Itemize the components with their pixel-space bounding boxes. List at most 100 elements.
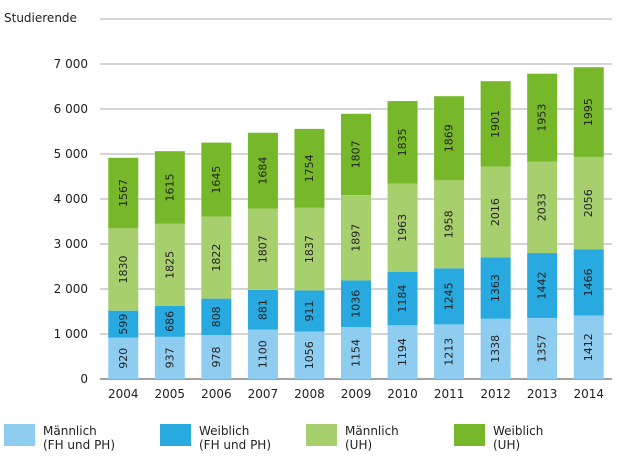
y-tick-label: 5 000	[54, 147, 88, 161]
bar-segment	[154, 223, 185, 306]
bar-segment	[108, 157, 139, 229]
bar-segment	[527, 161, 558, 254]
y-axis-title: Studierende	[4, 11, 77, 25]
x-tick-label: 2007	[248, 387, 279, 401]
legend-label: Weiblich	[493, 424, 544, 438]
bar-segment	[387, 101, 418, 184]
y-tick-label: 4 000	[54, 192, 88, 206]
data-label: 1825	[163, 251, 176, 279]
data-label: 1754	[303, 154, 316, 182]
data-label: 1963	[396, 214, 409, 242]
bar-segment	[480, 81, 511, 167]
bar-segment	[294, 290, 325, 332]
legend-swatch	[306, 424, 337, 446]
data-label: 1901	[489, 110, 502, 138]
bar-segment	[387, 325, 418, 379]
bar-segment	[154, 151, 185, 224]
x-tick-label: 2010	[387, 387, 418, 401]
bar-segment	[480, 166, 511, 258]
data-label: 1363	[489, 274, 502, 302]
data-label: 1338	[489, 335, 502, 363]
data-label: 937	[163, 347, 176, 368]
bar-segment	[527, 253, 558, 318]
y-tick-label: 2 000	[54, 282, 88, 296]
bar-segment	[247, 132, 278, 209]
legend-sublabel: (UH)	[493, 438, 521, 452]
bar-segment	[480, 318, 511, 379]
y-tick-label: 3 000	[54, 237, 88, 251]
bar-segment	[201, 142, 232, 217]
data-label: 1869	[443, 124, 456, 152]
legend-sublabel: (FH und PH)	[43, 438, 116, 452]
legend-sublabel: (FH und PH)	[199, 438, 272, 452]
bar-segment	[527, 73, 558, 162]
data-label: 1995	[582, 98, 595, 126]
x-tick-label: 2013	[527, 387, 558, 401]
bar-segment	[341, 280, 371, 328]
bar-segment	[341, 327, 371, 379]
data-label: 1056	[303, 341, 316, 369]
data-label: 1897	[350, 224, 363, 252]
data-label: 1645	[210, 166, 223, 194]
data-label: 1412	[582, 333, 595, 361]
bar-segment	[527, 317, 558, 379]
bar-segment	[247, 329, 278, 379]
data-label: 2056	[582, 189, 595, 217]
y-axis-ticks: 0 1 000 2 000 3 000 4 000 5 000 6 000 7 000	[54, 57, 88, 386]
x-tick-label: 2012	[480, 387, 511, 401]
bar-segment	[434, 268, 465, 325]
bar-segment	[573, 67, 604, 157]
bars	[108, 67, 604, 379]
bar-segment	[341, 195, 371, 281]
bar-segment	[201, 216, 232, 299]
data-label: 1213	[443, 338, 456, 366]
data-label: 2016	[489, 198, 502, 226]
legend-item-maennlich-uh: Männlich (UH)	[306, 424, 399, 452]
x-tick-label: 2006	[201, 387, 232, 401]
data-label: 808	[210, 306, 223, 327]
legend-label: Weiblich	[199, 424, 250, 438]
bar-segment	[108, 310, 139, 338]
bar-segment	[434, 96, 465, 181]
data-label: 1154	[350, 339, 363, 367]
bar-segment	[247, 208, 278, 290]
data-label: 1953	[536, 104, 549, 132]
data-label: 1036	[350, 290, 363, 318]
data-label: 1100	[256, 340, 269, 368]
x-tick-label: 2005	[155, 387, 186, 401]
bar-segment	[108, 337, 139, 379]
data-label: 1807	[350, 140, 363, 168]
legend-swatch	[454, 424, 485, 446]
data-label: 1194	[396, 338, 409, 366]
bar-segment	[434, 324, 465, 379]
data-labels: 920 599 1830 1567 937 686 1825 1615 978 808 1822 16…	[117, 98, 595, 369]
y-tick-label: 1 000	[54, 327, 88, 341]
legend-label: Männlich	[43, 424, 97, 438]
bar-segment	[480, 257, 511, 319]
bar-segment	[154, 305, 185, 337]
bar-segment	[108, 228, 139, 311]
data-label: 881	[256, 299, 269, 320]
legend-sublabel: (UH)	[345, 438, 373, 452]
legend-item-weiblich-fh-ph: Weiblich (FH und PH)	[160, 424, 271, 452]
data-label: 1830	[117, 255, 130, 283]
y-tick-label: 0	[80, 372, 88, 386]
legend-swatch	[160, 424, 191, 446]
stacked-bar-chart: Studierende 0 1 000 2 000 3 000 4 000 5 000 6 …	[4, 11, 612, 401]
legend: Männlich (FH und PH) Weiblich (FH und PH…	[0, 424, 624, 466]
bar-segment	[201, 298, 232, 335]
data-label: 1822	[210, 244, 223, 272]
data-label: 1835	[396, 128, 409, 156]
legend-item-maennlich-fh-ph: Männlich (FH und PH)	[4, 424, 115, 452]
x-axis-ticks: 2004 2005 2006 2007 2008 2009 2010 2011 2012 2013…	[108, 387, 604, 401]
bar-segment	[341, 113, 371, 196]
legend-swatch	[4, 424, 35, 446]
data-label: 686	[163, 311, 176, 332]
data-label: 920	[117, 348, 130, 369]
data-label: 1567	[117, 179, 130, 207]
bar-segment	[294, 128, 325, 208]
data-label: 1357	[536, 334, 549, 362]
bar-segment	[573, 315, 604, 379]
data-label: 1615	[163, 174, 176, 202]
bar-segment	[573, 249, 604, 316]
